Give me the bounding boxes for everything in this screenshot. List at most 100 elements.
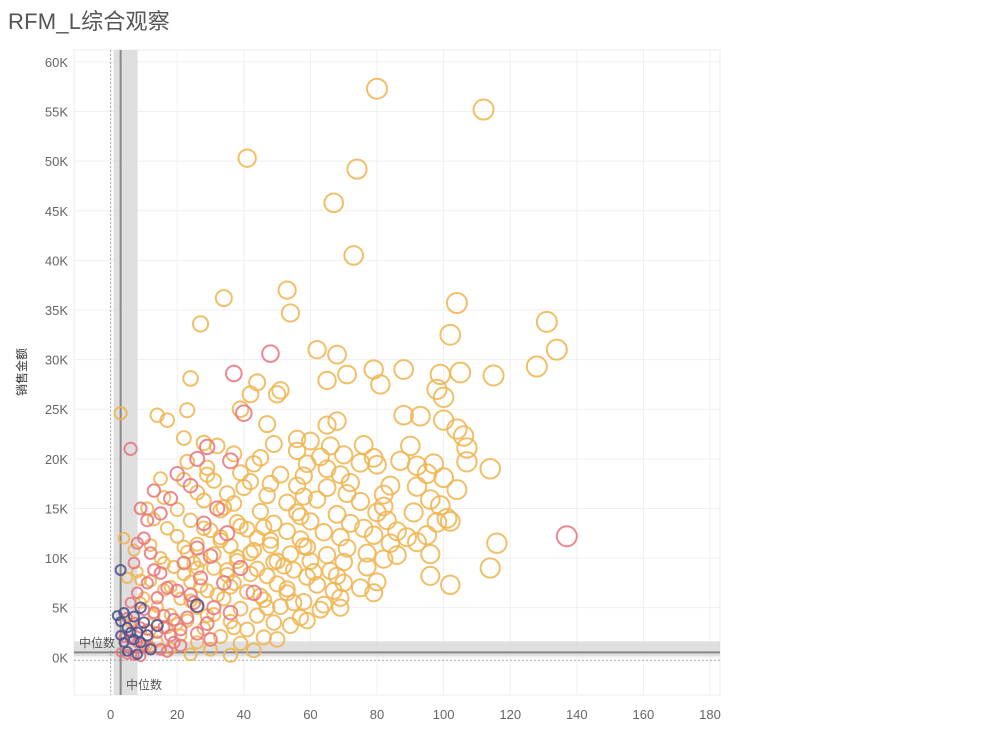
- data-point[interactable]: [180, 610, 195, 625]
- data-point[interactable]: [190, 626, 205, 641]
- data-point[interactable]: [159, 520, 175, 536]
- data-point[interactable]: [127, 556, 141, 570]
- data-point[interactable]: [150, 619, 164, 633]
- data-point[interactable]: [219, 525, 236, 542]
- data-point[interactable]: [231, 400, 250, 419]
- data-point[interactable]: [416, 525, 438, 546]
- data-point[interactable]: [179, 402, 196, 419]
- data-point[interactable]: [320, 436, 340, 456]
- data-point[interactable]: [357, 543, 377, 563]
- data-point[interactable]: [314, 523, 333, 542]
- data-point[interactable]: [163, 628, 178, 643]
- data-point[interactable]: [199, 616, 215, 631]
- data-point[interactable]: [317, 415, 337, 435]
- data-point[interactable]: [222, 647, 239, 663]
- data-point[interactable]: [278, 493, 297, 512]
- data-point[interactable]: [245, 541, 263, 559]
- data-point[interactable]: [239, 621, 256, 638]
- data-point[interactable]: [403, 502, 424, 523]
- data-point[interactable]: [331, 598, 350, 617]
- data-point[interactable]: [179, 453, 196, 470]
- data-point[interactable]: [327, 344, 347, 365]
- data-point[interactable]: [317, 478, 337, 498]
- data-point[interactable]: [353, 435, 374, 455]
- data-point[interactable]: [226, 619, 242, 636]
- data-point[interactable]: [525, 355, 548, 378]
- data-point[interactable]: [159, 412, 176, 428]
- data-point[interactable]: [134, 636, 147, 649]
- data-point[interactable]: [153, 566, 168, 580]
- data-point[interactable]: [354, 518, 374, 538]
- data-point[interactable]: [340, 513, 360, 533]
- data-point[interactable]: [190, 635, 205, 650]
- data-point[interactable]: [429, 363, 451, 386]
- data-point[interactable]: [340, 473, 360, 493]
- data-point[interactable]: [222, 452, 239, 470]
- data-point[interactable]: [160, 644, 174, 658]
- data-point[interactable]: [271, 381, 290, 400]
- data-point[interactable]: [416, 463, 438, 485]
- data-point[interactable]: [311, 600, 330, 619]
- data-point[interactable]: [439, 510, 461, 532]
- data-point[interactable]: [390, 450, 411, 471]
- data-point[interactable]: [222, 604, 239, 621]
- data-point[interactable]: [235, 479, 253, 497]
- data-point[interactable]: [117, 531, 131, 545]
- data-point[interactable]: [216, 575, 232, 591]
- data-point[interactable]: [121, 571, 134, 585]
- data-point[interactable]: [426, 512, 448, 533]
- data-point[interactable]: [307, 339, 327, 360]
- data-point[interactable]: [127, 610, 140, 623]
- data-point[interactable]: [209, 500, 226, 517]
- data-point[interactable]: [124, 626, 137, 639]
- data-point[interactable]: [176, 555, 192, 571]
- data-point[interactable]: [446, 479, 468, 501]
- data-point[interactable]: [446, 418, 468, 440]
- data-point[interactable]: [170, 583, 185, 598]
- data-point[interactable]: [291, 507, 310, 526]
- data-point[interactable]: [127, 543, 141, 557]
- data-point[interactable]: [366, 77, 389, 100]
- data-point[interactable]: [267, 385, 287, 404]
- data-point[interactable]: [400, 435, 421, 457]
- data-point[interactable]: [258, 486, 276, 505]
- data-point[interactable]: [298, 611, 316, 630]
- data-point[interactable]: [212, 502, 229, 519]
- data-point[interactable]: [426, 378, 448, 400]
- data-point[interactable]: [160, 580, 175, 595]
- data-point[interactable]: [124, 596, 137, 609]
- data-point[interactable]: [189, 560, 205, 576]
- data-point[interactable]: [157, 620, 171, 635]
- data-point[interactable]: [277, 280, 297, 300]
- data-point[interactable]: [232, 518, 249, 535]
- data-point[interactable]: [140, 576, 154, 590]
- data-point[interactable]: [287, 441, 307, 461]
- data-point[interactable]: [350, 578, 370, 598]
- data-point[interactable]: [350, 491, 370, 512]
- data-point[interactable]: [456, 437, 478, 459]
- data-point[interactable]: [479, 457, 502, 480]
- data-point[interactable]: [183, 587, 198, 603]
- data-point[interactable]: [205, 472, 222, 489]
- data-point[interactable]: [258, 415, 277, 434]
- data-point[interactable]: [195, 492, 212, 509]
- data-point[interactable]: [373, 484, 394, 505]
- data-point[interactable]: [237, 148, 257, 168]
- data-point[interactable]: [203, 642, 218, 657]
- data-point[interactable]: [191, 315, 210, 333]
- data-point[interactable]: [420, 543, 441, 565]
- data-point[interactable]: [134, 573, 147, 587]
- data-point[interactable]: [248, 373, 267, 392]
- data-point[interactable]: [331, 527, 350, 547]
- data-point[interactable]: [337, 538, 357, 558]
- data-point[interactable]: [363, 525, 384, 545]
- data-point[interactable]: [150, 635, 164, 648]
- data-point[interactable]: [202, 548, 219, 564]
- data-point[interactable]: [265, 614, 283, 631]
- data-point[interactable]: [245, 642, 262, 659]
- data-point[interactable]: [295, 593, 313, 611]
- data-point[interactable]: [445, 292, 468, 315]
- data-point[interactable]: [232, 559, 249, 577]
- data-point[interactable]: [167, 635, 181, 650]
- data-point[interactable]: [189, 598, 205, 613]
